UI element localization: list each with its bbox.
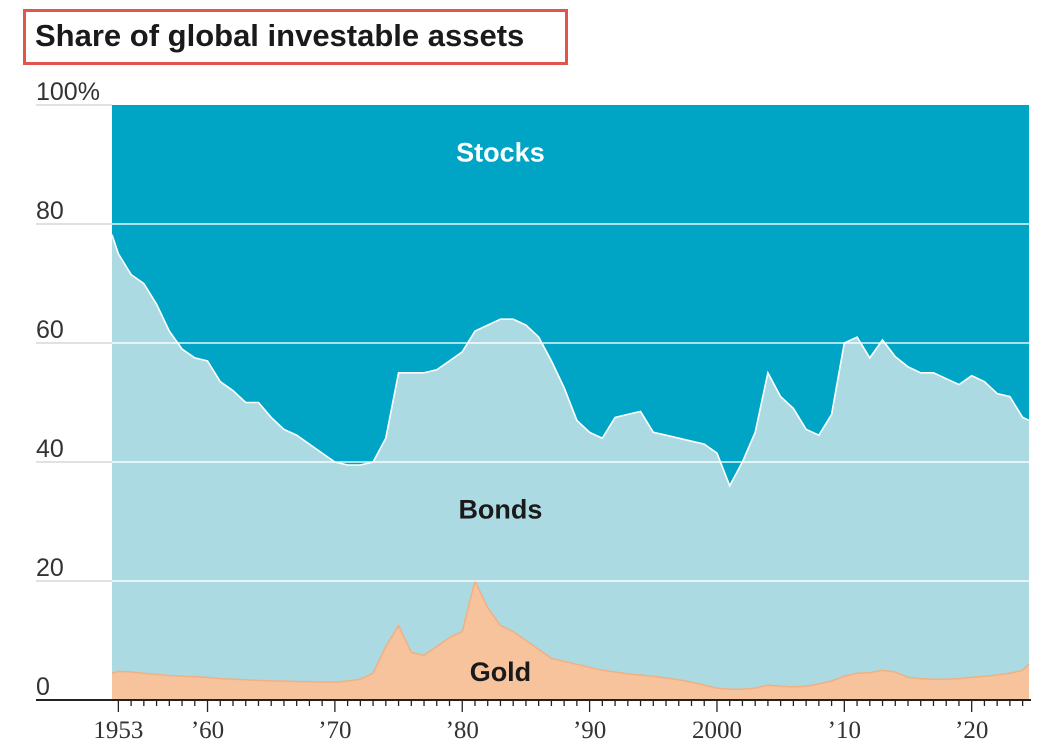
chart-title: Share of global investable assets: [35, 18, 525, 53]
stocks-area: [112, 105, 1029, 486]
x-tick-label-1980: ’80: [446, 717, 479, 744]
x-tick-label-1960: ’60: [191, 717, 224, 744]
x-tick-label-2010: ’10: [828, 717, 861, 744]
y-tick-label-20: 20: [36, 554, 64, 582]
series-label-gold: Gold: [470, 657, 532, 687]
x-tick-label-2020: ’20: [955, 717, 988, 744]
y-tick-label-0: 0: [36, 673, 50, 701]
series-label-stocks: Stocks: [456, 138, 545, 168]
axis-layer: 0 20 40 60 80 100% 1953 ’60 ’70 ’80 ’90 2000 ’10 ’20: [36, 78, 1031, 744]
label-layer: Stocks Bonds Gold: [456, 138, 545, 687]
title-highlight-box: [23, 9, 568, 65]
y-tick-label-40: 40: [36, 435, 64, 463]
x-tick-label-2000: 2000: [692, 717, 742, 744]
series-label-bonds: Bonds: [458, 495, 542, 525]
x-tick-label-1990: ’90: [573, 717, 606, 744]
x-tick-label-1970: ’70: [318, 717, 351, 744]
y-tick-label-80: 80: [36, 197, 64, 225]
gold-top-line: [111, 578, 1030, 691]
grid-layer: [36, 104, 1029, 582]
y-tick-label-100: 100%: [36, 78, 100, 106]
gold-area: [112, 581, 1029, 700]
x-tick-label-1953: 1953: [93, 717, 143, 744]
area-layer: [111, 105, 1030, 700]
y-tick-label-60: 60: [36, 316, 64, 344]
